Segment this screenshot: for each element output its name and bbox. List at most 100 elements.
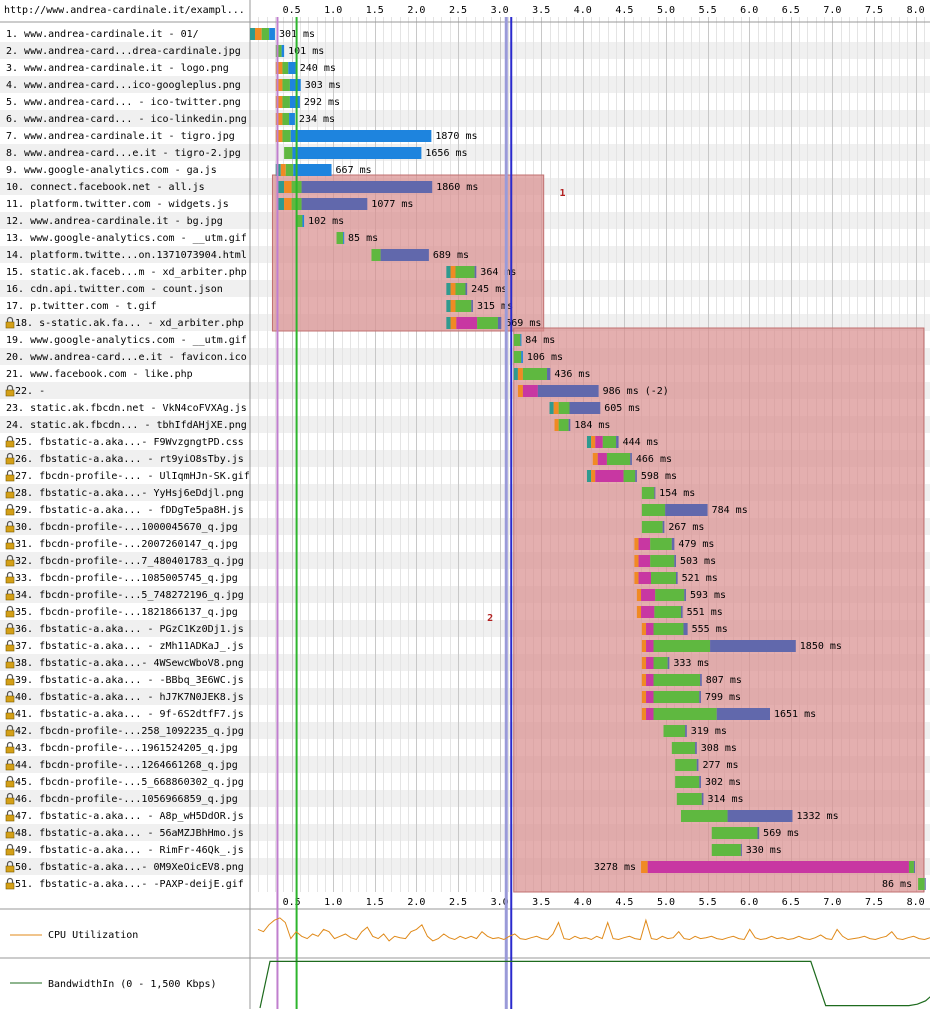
bar-download <box>520 334 522 346</box>
lock-icon <box>5 605 15 618</box>
x-tick-label-bottom: 8.0 <box>907 897 925 908</box>
duration-label: 444 ms <box>623 437 659 448</box>
bar-ssl <box>641 606 655 618</box>
bar-ttfb <box>641 487 655 499</box>
lock-shackle <box>6 622 14 628</box>
bar-download_3p <box>537 385 599 397</box>
lock-shackle <box>6 452 14 458</box>
request-label: 15. static.ak.faceb...m - xd_arbiter.php <box>6 267 247 278</box>
bar-ttfb <box>653 657 668 669</box>
lock-body <box>5 797 15 805</box>
lock-shackle <box>6 741 14 747</box>
bar-ttfb <box>602 436 617 448</box>
lock-body <box>5 593 15 601</box>
bar-download_3p <box>727 810 793 822</box>
bar-download_3p <box>701 793 704 805</box>
lock-shackle <box>6 809 14 815</box>
lock-icon <box>5 435 15 448</box>
bar-connect <box>450 300 456 312</box>
x-tick-label-bottom: 5.0 <box>657 897 675 908</box>
request-label: 38. fbstatic-a.aka...- 4WSewcWboV8.png <box>15 658 244 669</box>
request-label: 11. platform.twitter.com - widgets.js <box>6 199 229 210</box>
lock-icon <box>5 809 15 822</box>
lock-icon <box>5 656 15 669</box>
duration-label: 333 ms <box>673 658 709 669</box>
bar-connect <box>517 368 523 380</box>
bar-ssl <box>646 640 654 652</box>
lock-shackle <box>6 690 14 696</box>
bar-download_3p <box>301 198 368 210</box>
bar-download_3p <box>757 827 760 839</box>
bar-ttfb <box>513 334 521 346</box>
request-label: 33. fbcdn-profile-...1085005745_q.jpg <box>15 573 238 584</box>
bar-download <box>289 96 300 108</box>
lock-icon <box>5 741 15 754</box>
duration-label: 319 ms <box>691 726 727 737</box>
lock-shackle <box>6 520 14 526</box>
lock-shackle <box>6 758 14 764</box>
duration-label: 479 ms <box>678 539 714 550</box>
bar-ssl <box>522 385 538 397</box>
bar-download_3p <box>699 691 701 703</box>
request-label: 44. fbcdn-profile-...1264661268_q.jpg <box>15 760 238 771</box>
bar-ttfb <box>650 555 675 567</box>
bar-download_3p <box>913 861 915 873</box>
lock-shackle <box>6 639 14 645</box>
bar-ssl <box>595 470 624 482</box>
row-stripe <box>0 110 930 127</box>
request-label: 47. fbstatic-a.aka... - A8p_wH5DdOR.js <box>15 811 244 822</box>
lock-shackle <box>6 486 14 492</box>
request-label: 8. www.andrea-card...e.it - tigro-2.jpg <box>6 148 241 159</box>
bar-dns <box>446 283 451 295</box>
request-label: 22. - <box>15 386 45 397</box>
bar-connect <box>275 130 283 142</box>
lock-shackle <box>6 826 14 832</box>
bar-ttfb <box>275 45 282 57</box>
bar-ttfb <box>711 844 741 856</box>
bar-ttfb <box>918 878 925 890</box>
bar-download_3p <box>616 436 619 448</box>
request-label: 18. s-static.ak.fa... - xd_arbiter.php <box>15 318 244 329</box>
row-stripe <box>0 42 930 59</box>
bar-connect <box>634 555 639 567</box>
bar-download_3p <box>695 742 697 754</box>
bar-ssl <box>638 555 651 567</box>
bar-ttfb <box>455 300 472 312</box>
bar-download_3p <box>380 249 429 261</box>
bar-dns <box>586 470 592 482</box>
x-tick-label-bottom: 3.0 <box>491 897 509 908</box>
request-label: 37. fbstatic-a.aka... - zMh11ADKaJ_.js <box>15 641 244 652</box>
duration-label: 3278 ms <box>594 862 636 873</box>
bar-ttfb <box>653 640 711 652</box>
lock-body <box>5 882 15 890</box>
bar-download_3p <box>665 504 708 516</box>
duration-label: 154 ms <box>659 488 695 499</box>
duration-label: 593 ms <box>690 590 726 601</box>
request-label: 32. fbcdn-profile-...7_480401783_q.jpg <box>15 556 244 567</box>
request-label: 25. fbstatic-a.aka...- F9WvzgngtPD.css <box>15 437 244 448</box>
bar-connect <box>591 436 596 448</box>
duration-label: 1860 ms <box>436 182 478 193</box>
duration-label: 234 ms <box>299 114 335 125</box>
request-label: 9. www.google-analytics.com - ga.js <box>6 165 217 176</box>
bar-ttfb <box>295 215 303 227</box>
bar-dns <box>446 266 451 278</box>
bar-connect <box>275 113 283 125</box>
bar-download_3p <box>301 181 433 193</box>
duration-label: 569 ms <box>763 828 799 839</box>
bar-connect <box>275 79 283 91</box>
x-tick-label-top: 0.5 <box>283 5 301 16</box>
duration-label: 267 ms <box>668 522 704 533</box>
lock-icon <box>5 690 15 703</box>
x-tick-label-top: 3.5 <box>532 5 550 16</box>
duration-label: 245 ms <box>471 284 507 295</box>
bar-ttfb <box>606 453 631 465</box>
bar-ttfb <box>675 759 697 771</box>
bar-ttfb <box>680 810 728 822</box>
duration-label: 605 ms <box>604 403 640 414</box>
bar-ssl <box>638 538 651 550</box>
bar-connect <box>641 861 648 873</box>
bar-ttfb <box>284 147 293 159</box>
bar-ttfb <box>455 266 475 278</box>
